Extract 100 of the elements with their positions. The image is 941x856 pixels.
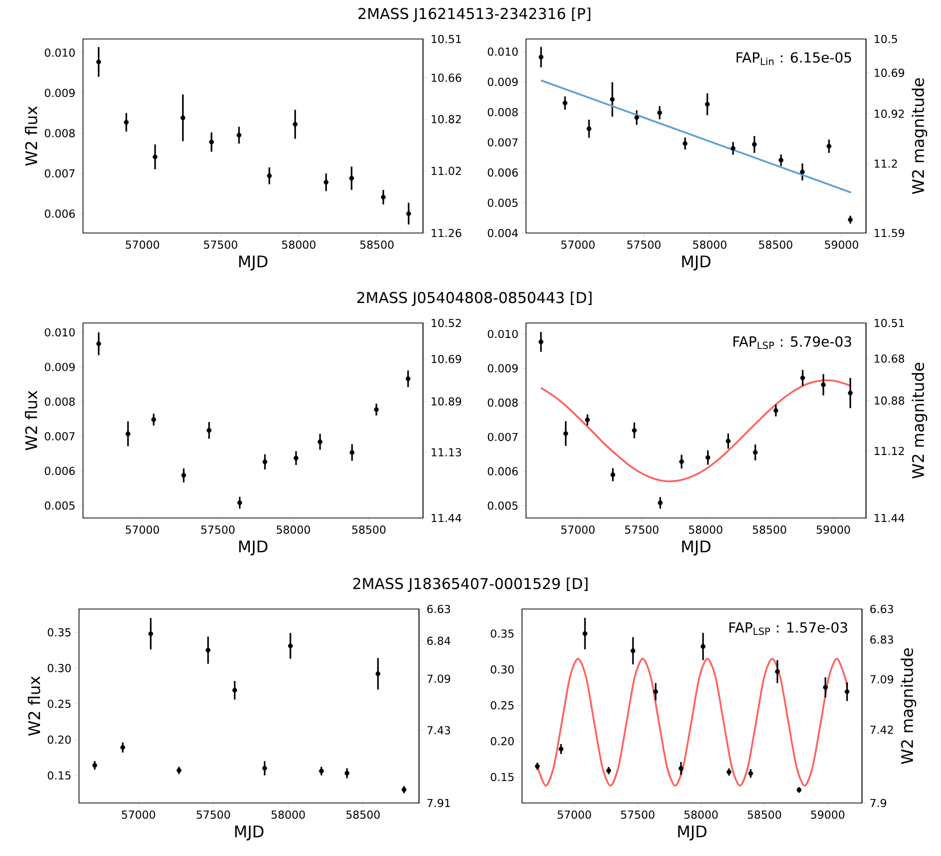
point — [266, 173, 272, 178]
point — [800, 170, 805, 174]
point — [610, 97, 615, 102]
x-tick-label: 58000 — [693, 240, 726, 249]
y-tick-label: 0.005 — [44, 501, 75, 510]
x-tick-label: 58000 — [276, 526, 310, 534]
point — [350, 450, 354, 455]
y2-tick-label: 6.63 — [427, 604, 450, 614]
point — [778, 158, 784, 163]
point — [586, 126, 592, 132]
x-tick-label: 58000 — [689, 526, 722, 534]
point — [774, 669, 780, 674]
point — [730, 146, 736, 151]
y-tick-label: 0.009 — [44, 88, 75, 98]
point — [206, 428, 212, 433]
x-axis-title: MJD — [239, 540, 268, 556]
x-tick-label: 59000 — [811, 810, 844, 819]
y2-tick-label: 11.2 — [874, 160, 897, 168]
y-tick-label: 0.15 — [490, 772, 514, 782]
point — [679, 459, 684, 464]
point — [181, 472, 186, 478]
y-tick-label: 0.007 — [44, 169, 75, 178]
x-axis-title: MJD — [682, 540, 710, 556]
y2-tick-label: 10.51 — [432, 34, 461, 44]
y2-tick-label: 10.51 — [874, 318, 904, 328]
x-tick-label: 57000 — [126, 240, 160, 249]
point — [262, 766, 268, 771]
y-tick-label: 0.35 — [48, 628, 71, 636]
annotation: FAP$_{LSP}$ : 5.79e-03 — [733, 336, 852, 350]
y2-tick-label: 10.52 — [432, 318, 461, 328]
y-tick-label: 0.009 — [488, 364, 518, 372]
point — [682, 141, 688, 146]
y-tick-label: 0.15 — [48, 771, 71, 780]
y2-axis-title: W2 magnitude — [912, 78, 928, 194]
point — [844, 689, 850, 694]
x-tick-label: 57500 — [625, 526, 658, 534]
point — [376, 671, 380, 676]
point — [700, 644, 706, 649]
point — [705, 455, 710, 460]
y2-tick-label: 10.5 — [874, 34, 897, 44]
y-tick-label: 0.006 — [44, 466, 75, 476]
x-axis-title: MJD — [239, 256, 268, 270]
x-tick-label: 57500 — [196, 810, 230, 819]
x-tick-label: 58500 — [748, 810, 782, 819]
point — [380, 194, 386, 200]
y-tick-label: 0.010 — [44, 328, 75, 336]
point — [96, 341, 102, 346]
y-tick-label: 0.008 — [488, 108, 518, 116]
y2-tick-label: 11.02 — [432, 166, 461, 176]
point — [538, 54, 544, 60]
point — [124, 120, 129, 125]
point — [232, 688, 238, 693]
point — [209, 140, 214, 144]
point — [534, 764, 540, 769]
y2-tick-label: 10.69 — [874, 68, 904, 77]
point — [324, 180, 328, 185]
x-tick-label: 58000 — [272, 810, 305, 819]
y-tick-label: 0.008 — [44, 397, 75, 406]
y-tick-label: 0.010 — [488, 48, 518, 56]
y-tick-label: 0.005 — [488, 198, 518, 207]
point — [653, 689, 658, 694]
x-tick-label: 57500 — [204, 240, 238, 249]
point — [402, 787, 406, 792]
y-axis-title: W2 flux — [24, 106, 38, 166]
point — [826, 144, 832, 149]
y2-tick-label: 10.69 — [432, 354, 462, 364]
x-tick-label: 58500 — [360, 240, 394, 249]
point — [558, 746, 564, 752]
y-tick-label: 0.006 — [488, 467, 518, 476]
y-tick-label: 0.007 — [488, 138, 518, 146]
point — [773, 408, 778, 413]
y-tick-label: 0.010 — [488, 330, 518, 338]
y2-tick-label: 11.12 — [874, 446, 904, 455]
y-tick-label: 0.20 — [490, 737, 514, 746]
point — [92, 762, 98, 768]
y-tick-label: 0.005 — [488, 501, 518, 510]
point — [752, 450, 758, 455]
y-tick-label: 0.30 — [48, 664, 71, 672]
point — [180, 115, 186, 120]
x-tick-label: 57000 — [126, 526, 160, 534]
y2-tick-label: 11.44 — [874, 514, 904, 522]
x-tick-label: 57500 — [201, 526, 235, 534]
point — [658, 500, 663, 506]
y2-axis-title: W2 magnitude — [912, 362, 928, 479]
x-tick-label: 58000 — [282, 240, 316, 249]
x-tick-label: 57500 — [627, 240, 661, 249]
point — [752, 142, 757, 147]
x-tick-label: 58000 — [684, 810, 718, 819]
point — [848, 390, 853, 396]
x-tick-label: 57000 — [561, 240, 595, 249]
point — [374, 407, 379, 412]
x-tick-label: 57000 — [122, 810, 156, 819]
y2-tick-label: 11.13 — [432, 448, 462, 456]
y-tick-label: 0.20 — [48, 735, 71, 744]
x-tick-label: 58500 — [759, 240, 792, 249]
line-series — [540, 379, 852, 482]
point — [630, 648, 636, 654]
y-tick-label: 0.007 — [44, 432, 75, 440]
point — [678, 766, 684, 771]
point — [318, 439, 322, 444]
